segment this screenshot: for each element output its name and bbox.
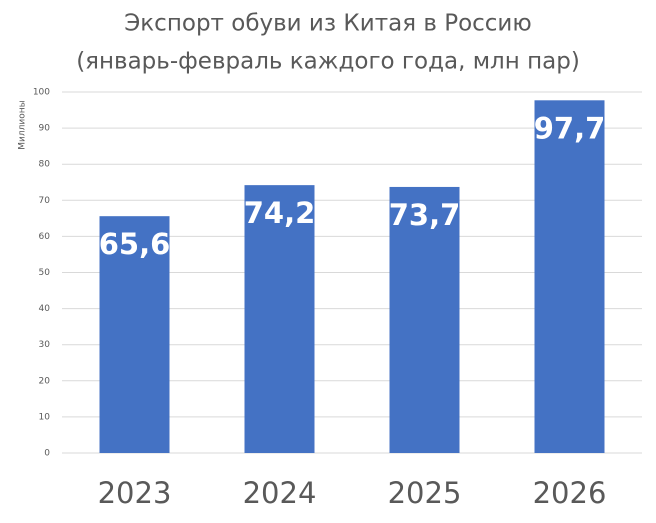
y-tick-label: 50: [39, 268, 51, 278]
x-tick-label: 2026: [533, 476, 607, 510]
y-axis-label: Миллионы: [18, 100, 28, 149]
x-tick-label: 2023: [98, 476, 172, 510]
bar: [389, 186, 460, 453]
y-tick-label: 40: [39, 304, 51, 314]
value-label: 74,2: [244, 196, 316, 230]
chart-subtitle: (январь-февраль каждого года, млн пар): [76, 49, 580, 75]
value-label: 65,6: [99, 227, 171, 261]
y-tick-label: 30: [39, 340, 51, 350]
y-tick-label: 60: [39, 232, 51, 242]
bar: [534, 100, 605, 453]
value-label: 73,7: [389, 198, 461, 232]
bar: [99, 216, 170, 453]
bar: [244, 185, 315, 453]
y-tick-label: 70: [39, 196, 51, 206]
y-tick-label: 80: [39, 160, 51, 170]
y-tick-label: 0: [44, 449, 50, 459]
y-tick-label: 20: [39, 376, 51, 386]
x-tick-label: 2025: [388, 476, 462, 510]
y-tick-label: 90: [39, 124, 51, 134]
chart-title: Экспорт обуви из Китая в Россию: [124, 11, 532, 37]
y-tick-label: 10: [39, 412, 51, 422]
value-label: 97,7: [534, 111, 606, 145]
x-tick-label: 2024: [243, 476, 317, 510]
y-tick-label: 100: [33, 88, 50, 98]
